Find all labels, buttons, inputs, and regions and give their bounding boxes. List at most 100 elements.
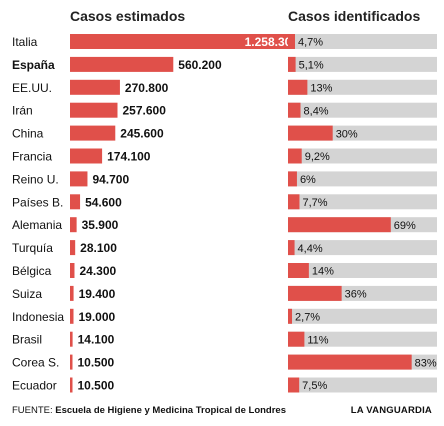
identified-bar (288, 79, 308, 95)
estimated-bar (70, 79, 120, 95)
identified-value-label: 30% (336, 128, 358, 140)
identified-bar (288, 125, 333, 141)
source-prefix: FUENTE: (12, 405, 53, 416)
estimated-value-label: 19.000 (79, 310, 116, 324)
identified-bar (288, 331, 305, 347)
country-label: EE.UU. (12, 81, 52, 95)
country-label: Países B. (12, 195, 63, 209)
identified-bar-track (288, 79, 437, 95)
identified-value-label: 4,4% (298, 243, 323, 255)
identified-bar-track (288, 148, 437, 164)
country-label: China (12, 127, 44, 141)
estimated-value-label: 174.100 (107, 150, 151, 164)
identified-bar-track (288, 240, 437, 256)
estimated-bar (70, 171, 88, 187)
estimated-bar (70, 285, 74, 301)
identified-bar (288, 194, 300, 210)
estimated-bar (70, 102, 118, 118)
estimated-value-label: 245.600 (120, 127, 164, 141)
country-label: Indonesia (12, 310, 64, 324)
estimated-cases-header: Casos estimados (70, 8, 186, 24)
identified-bar-track (288, 102, 437, 118)
estimated-bar (70, 308, 74, 324)
country-label: Brasil (12, 333, 42, 347)
identified-bar (288, 263, 309, 278)
identified-bar (288, 240, 295, 256)
source-note: FUENTE: Escuela de Higiene y Medicina Tr… (12, 405, 286, 416)
identified-bar (288, 34, 296, 49)
identified-bar-track (288, 194, 437, 210)
identified-value-label: 7,7% (302, 197, 327, 209)
identified-bar-track (288, 377, 437, 393)
identified-bar (288, 56, 296, 72)
estimated-bar (70, 354, 73, 370)
estimated-value-label: 560.200 (178, 58, 222, 72)
country-label: Turquía (12, 241, 53, 255)
estimated-bar (70, 263, 75, 278)
identified-bar (288, 354, 412, 370)
country-label: España (12, 58, 55, 72)
estimated-value-label: 35.900 (82, 218, 119, 232)
identified-bar (288, 102, 301, 118)
brand-logo-text: LA VANGUARDIA (350, 405, 432, 416)
identified-bar (288, 285, 342, 301)
estimated-bar (70, 34, 302, 49)
identified-value-label: 14% (312, 266, 334, 278)
estimated-value-label: 24.300 (79, 264, 116, 278)
identified-value-label: 2,7% (295, 312, 320, 324)
country-label: Suiza (12, 287, 42, 301)
estimated-bar (70, 148, 103, 164)
estimated-bar (70, 194, 81, 210)
identified-bar-track (288, 171, 437, 187)
identified-value-label: 7,5% (302, 380, 327, 392)
country-label: Alemania (12, 218, 62, 232)
identified-value-label: 9,2% (305, 151, 330, 163)
source-text: Escuela de Higiene y Medicina Tropical d… (55, 405, 286, 416)
identified-value-label: 69% (394, 220, 416, 232)
country-label: Ecuador (12, 379, 57, 393)
identified-bar-track (288, 263, 437, 278)
estimated-value-label: 10.500 (78, 379, 115, 393)
identified-value-label: 8,4% (304, 105, 329, 117)
estimated-bar (70, 240, 76, 256)
estimated-bar (70, 377, 73, 393)
identified-bar-track (288, 34, 437, 49)
estimated-bar (70, 217, 77, 233)
estimated-value-label: 10.500 (78, 356, 115, 370)
identified-value-label: 4,7% (298, 37, 323, 49)
identified-value-label: 36% (345, 289, 367, 301)
identified-bar-track (288, 308, 437, 324)
identified-cases-header: Casos identificados (288, 8, 421, 24)
identified-bar-track (288, 331, 437, 347)
identified-bar (288, 377, 300, 393)
estimated-bar (70, 56, 174, 72)
country-label: Irán (12, 104, 33, 118)
identified-value-label: 11% (307, 334, 328, 346)
identified-value-label: 5,1% (299, 60, 324, 72)
estimated-value-label: 257.600 (122, 104, 166, 118)
country-label: Reino U. (12, 172, 59, 186)
estimated-value-label: 94.700 (92, 172, 129, 186)
estimated-value-label: 19.400 (79, 287, 116, 301)
identified-value-label: 6% (300, 174, 316, 186)
identified-value-label: 13% (310, 83, 332, 95)
estimated-value-label: 270.800 (125, 81, 169, 95)
identified-bar (288, 217, 391, 233)
identified-value-label: 83% (415, 357, 437, 369)
estimated-value-label: 28.100 (80, 241, 117, 255)
identified-bar (288, 171, 297, 187)
identified-bar (288, 148, 302, 164)
estimated-value-label: 14.100 (78, 333, 115, 347)
country-label: Italia (12, 35, 38, 49)
identified-bar-track (288, 56, 437, 72)
estimated-value-label: 54.600 (85, 195, 122, 209)
country-label: Francia (12, 150, 52, 164)
country-label: Corea S. (12, 356, 59, 370)
country-label: Bélgica (12, 264, 52, 278)
estimated-bar (70, 331, 73, 347)
identified-bar (288, 308, 293, 324)
estimated-value-label: 1.258.300 (245, 35, 299, 49)
estimated-bar (70, 125, 116, 141)
